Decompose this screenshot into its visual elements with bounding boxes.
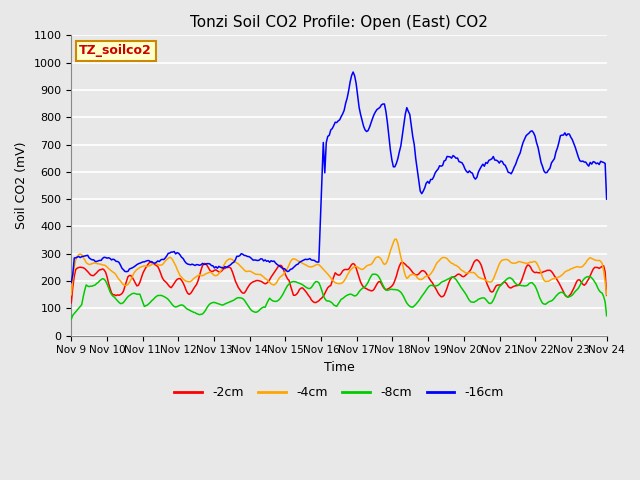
X-axis label: Time: Time: [324, 361, 355, 374]
Text: TZ_soilco2: TZ_soilco2: [79, 44, 152, 57]
Legend: -2cm, -4cm, -8cm, -16cm: -2cm, -4cm, -8cm, -16cm: [170, 382, 508, 405]
Title: Tonzi Soil CO2 Profile: Open (East) CO2: Tonzi Soil CO2 Profile: Open (East) CO2: [190, 15, 488, 30]
Y-axis label: Soil CO2 (mV): Soil CO2 (mV): [15, 142, 28, 229]
